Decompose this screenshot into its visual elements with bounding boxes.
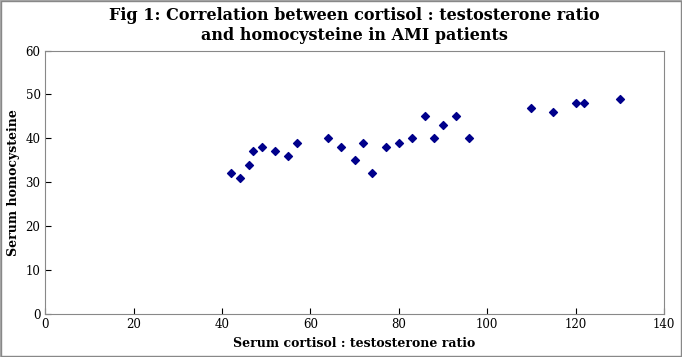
Point — [367, 171, 378, 176]
Point — [380, 144, 391, 150]
Point — [570, 100, 581, 106]
Point — [292, 140, 303, 146]
Point — [451, 114, 462, 119]
Point — [406, 135, 417, 141]
Point — [349, 157, 360, 163]
Point — [579, 100, 590, 106]
Point — [548, 109, 559, 115]
Point — [235, 175, 246, 181]
Point — [248, 149, 258, 154]
Point — [269, 149, 280, 154]
Point — [323, 135, 333, 141]
Point — [226, 171, 237, 176]
Point — [420, 114, 431, 119]
Point — [283, 153, 294, 159]
Point — [394, 140, 404, 146]
Title: Fig 1: Correlation between cortisol : testosterone ratio
and homocysteine in AMI: Fig 1: Correlation between cortisol : te… — [109, 7, 600, 44]
Point — [614, 96, 625, 102]
Point — [526, 105, 537, 110]
Point — [336, 144, 347, 150]
Point — [358, 140, 369, 146]
Point — [429, 135, 440, 141]
Point — [243, 162, 254, 167]
Point — [256, 144, 267, 150]
Point — [438, 122, 449, 128]
X-axis label: Serum cortisol : testosterone ratio: Serum cortisol : testosterone ratio — [233, 337, 476, 350]
Y-axis label: Serum homocysteine: Serum homocysteine — [7, 109, 20, 256]
Point — [464, 135, 475, 141]
